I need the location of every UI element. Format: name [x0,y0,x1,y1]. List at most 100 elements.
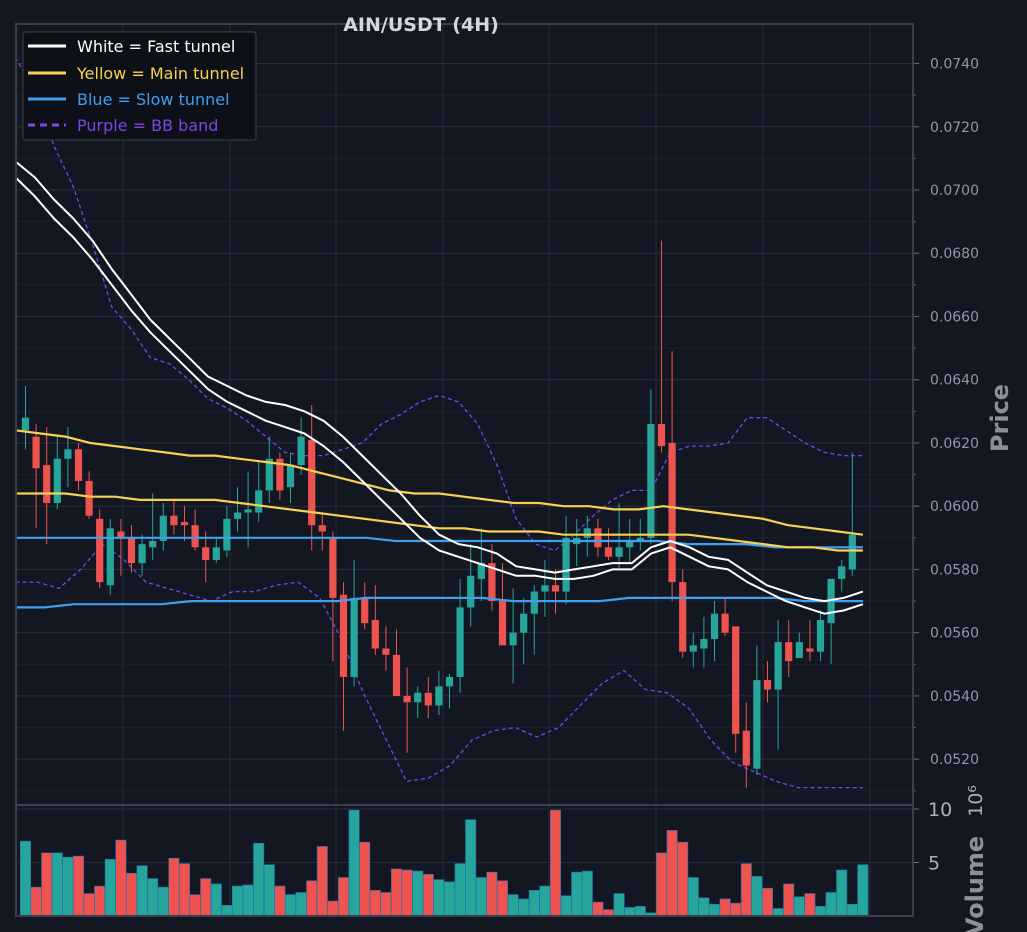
price-tick-label: 0.0560 [930,626,979,642]
candle-body [308,439,316,526]
volume-bar [104,858,116,917]
volume-bar [380,892,392,917]
volume-bar [401,869,413,917]
candle-body [138,544,146,564]
main-tunnel-upper [15,429,864,536]
candle-body [445,676,454,687]
volume-bar [804,893,816,917]
candle-body [689,645,697,652]
volume-bar [634,906,646,917]
candle-body [85,480,93,516]
volume-bar [242,884,254,917]
candle-body [32,436,40,469]
legend: White = Fast tunnel Yellow = Main tunnel… [22,31,257,141]
volume-bar [624,907,636,917]
volume-bar [284,894,296,917]
volume-bar [179,863,191,917]
volume-bar [486,871,498,917]
candle-body [477,563,485,579]
candle-body [710,613,719,639]
volume-bar [73,855,85,917]
candle-body [350,597,358,677]
volume-bar [613,893,625,917]
candle-body [509,632,517,646]
volume-bar [147,878,159,917]
volume-bar [189,894,201,917]
candle-body [276,458,284,491]
candle-body [753,680,761,769]
candle-body [286,465,295,488]
price-tick-label: 0.0520 [930,752,979,768]
candle-body [763,680,772,690]
candle-body [700,638,708,649]
volume-bar [719,898,731,917]
volume-bar [253,842,265,917]
volume-bar [83,893,95,917]
candle-body [297,436,305,466]
candle-body [742,730,750,766]
volume-bar [539,885,551,917]
volume-bar [412,870,424,917]
candle-body [339,594,348,677]
candle-body [488,563,496,602]
candle-body [604,547,613,557]
slow-tunnel-upper [15,536,863,549]
candle-body [806,648,814,652]
volume-bar [232,885,244,917]
volume-bar [836,869,848,917]
candle-body [435,686,443,706]
volume-multiplier: 10⁶ [965,785,987,817]
candle-body [838,566,846,579]
volume-bar [793,896,805,917]
volume-bar [433,879,445,917]
volume-bar [422,873,434,917]
candle-body [551,585,560,592]
candle-body [180,522,189,526]
candle-body [721,613,729,633]
volume-bar [306,880,318,917]
volume-bar [687,877,699,917]
fast-tunnel-lower [14,176,864,615]
candle-body [403,695,411,703]
volume-bar [443,881,455,917]
volume-bar [465,819,477,917]
volume-bar [19,840,31,917]
candle-body [64,449,72,459]
candle-body [106,528,114,586]
candle-body [583,528,591,538]
volume-bar [825,892,837,917]
volume-bar [571,871,583,917]
candle-body [816,620,825,652]
candle-body [149,540,157,548]
candle-body [244,509,252,513]
volume-bar [666,830,678,917]
main-tunnel-lower [15,492,863,552]
candle-body [636,537,644,541]
volume-bar [51,852,63,917]
volume-bar [581,870,593,917]
volume-bar [730,902,742,917]
candle-body [96,518,104,583]
price-tick-label: 0.0600 [930,499,979,515]
candle-body [170,515,178,526]
candle-body [371,620,379,649]
candle-body [647,423,655,538]
price-tick-label: 0.0640 [930,373,979,389]
legend-label-slow: Blue = Slow tunnel [77,90,230,109]
legend-label-main: Yellow = Main tunnel [76,64,244,83]
candle-body [795,642,803,658]
candle-body [361,597,369,624]
volume-bar [454,863,466,917]
volume-bar [518,898,530,917]
volume-bar [560,895,572,917]
candle-body [848,534,856,570]
volume-bar [655,852,667,917]
candle-body [212,547,220,560]
candle-body [498,601,507,646]
candle-body [530,591,538,614]
candle-body [255,490,263,513]
volume-bar [390,868,402,917]
candle-body [424,692,432,706]
volume-tick-label: 10 [928,799,952,821]
